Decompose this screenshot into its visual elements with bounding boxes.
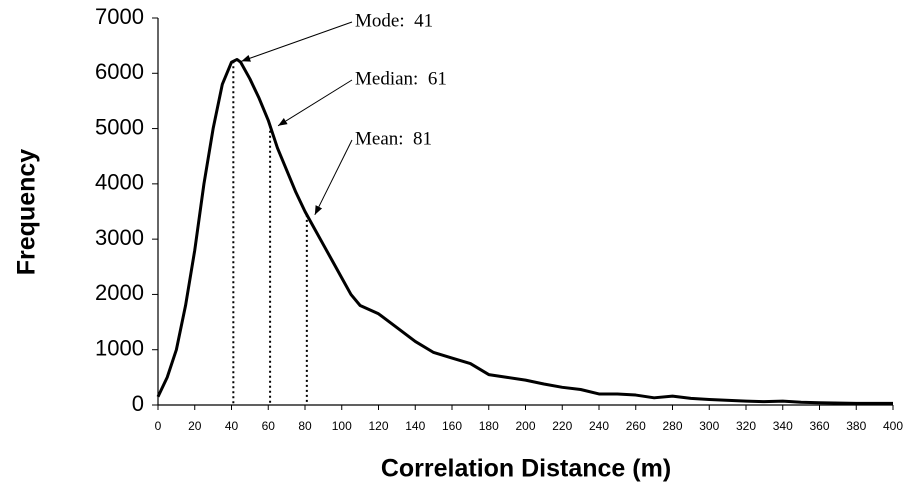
x-tick-label: 140 [405,419,425,433]
x-tick-label: 240 [589,419,609,433]
y-tick-label: 7000 [95,4,144,29]
y-tick-label: 1000 [95,336,144,361]
x-tick-label: 260 [626,419,646,433]
x-tick-label: 280 [662,419,682,433]
annotation-arrow [277,79,353,127]
x-axis-title: Correlation Distance (m) [381,455,671,483]
annotation: Mean: 81 [355,128,432,149]
data-line [156,57,893,405]
x-tick-label: 80 [298,419,312,433]
x-tick-label: 40 [225,419,239,433]
x-tick-label: 360 [809,419,829,433]
x-tick-label: 160 [442,419,462,433]
x-tick-label: 180 [479,419,499,433]
annotation-arrow [241,21,353,62]
x-tick-label: 120 [368,419,388,433]
x-tick-label: 220 [552,419,572,433]
x-tick-label: 380 [846,419,866,433]
x-tick-label: 200 [515,419,535,433]
y-tick-label: 4000 [95,170,144,195]
annotation-arrow [314,139,353,216]
x-tick-label: 320 [736,419,756,433]
x-tick-label: 100 [332,419,352,433]
x-tick-label: 300 [699,419,719,433]
y-tick-label: 0 [132,391,144,416]
x-tick-label: 340 [773,419,793,433]
annotation: Mode: 41 [355,10,433,31]
x-tick-label: 20 [188,419,202,433]
annotation: Median: 61 [355,68,447,89]
y-tick-label: 5000 [95,114,144,139]
y-tick-label: 3000 [95,225,144,250]
y-tick-label: 6000 [95,59,144,84]
x-tick-label: 400 [883,419,903,433]
y-tick-label: 2000 [95,280,144,305]
x-tick-label: 0 [155,419,162,433]
x-tick-label: 60 [262,419,276,433]
y-axis-title: Frequency [13,149,41,276]
